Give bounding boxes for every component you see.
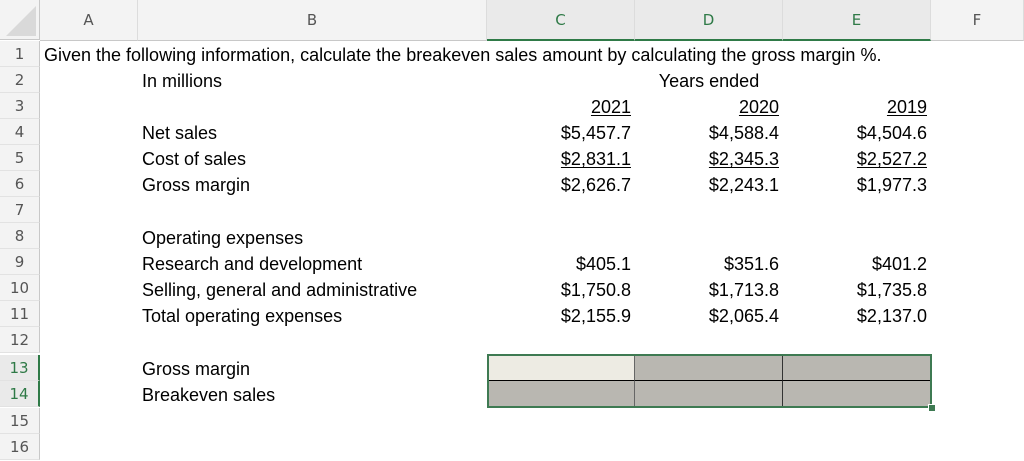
input-cell-c14[interactable] — [489, 381, 635, 406]
row-header-8[interactable]: 8 — [0, 223, 40, 249]
row-header-1[interactable]: 1 — [0, 41, 40, 67]
row-header-6[interactable]: 6 — [0, 171, 40, 197]
cell-c11[interactable]: $2,155.9 — [560, 306, 631, 326]
select-all-triangle-icon — [6, 6, 36, 36]
cell-e11[interactable]: $2,137.0 — [856, 306, 927, 326]
cell-b6-label[interactable]: Gross margin — [142, 175, 251, 195]
input-cell-d13[interactable] — [635, 356, 783, 381]
input-cell-e14[interactable] — [783, 381, 930, 406]
cell-a1-title[interactable]: Given the following information, calcula… — [44, 45, 882, 65]
row-header-7[interactable]: 7 — [0, 197, 40, 223]
cell-b9-label[interactable]: Research and development — [142, 254, 363, 274]
row-header-15[interactable]: 15 — [0, 408, 40, 434]
cell-c6[interactable]: $2,626.7 — [560, 175, 631, 195]
cell-e10[interactable]: $1,735.8 — [856, 280, 927, 300]
row-header-2[interactable]: 2 — [0, 67, 40, 93]
select-all-button[interactable] — [0, 0, 40, 40]
input-cell-d14[interactable] — [635, 381, 783, 406]
cell-c9[interactable]: $405.1 — [575, 254, 631, 274]
cell-b2-units[interactable]: In millions — [142, 71, 223, 91]
row-header-3[interactable]: 3 — [0, 93, 40, 119]
cell-d6[interactable]: $2,243.1 — [708, 175, 779, 195]
cell-d5[interactable]: $2,345.3 — [708, 149, 779, 169]
row-header-11[interactable]: 11 — [0, 301, 40, 327]
cell-c3-year[interactable]: 2021 — [590, 97, 631, 117]
row-header-16[interactable]: 16 — [0, 434, 40, 460]
input-cell-e13[interactable] — [783, 356, 930, 381]
selection-range-border — [487, 354, 932, 408]
row-header-5[interactable]: 5 — [0, 145, 40, 171]
cell-e5[interactable]: $2,527.2 — [856, 149, 927, 169]
cell-d4[interactable]: $4,588.4 — [708, 123, 779, 143]
cell-d10[interactable]: $1,713.8 — [708, 280, 779, 300]
cell-e6[interactable]: $1,977.3 — [856, 175, 927, 195]
cell-d11[interactable]: $2,065.4 — [708, 306, 779, 326]
cell-b10-label[interactable]: Selling, general and administrative — [142, 280, 418, 300]
row-header-10[interactable]: 10 — [0, 275, 40, 301]
input-cell-c13-active[interactable] — [489, 356, 635, 381]
cell-b5-label[interactable]: Cost of sales — [142, 149, 247, 169]
cell-b14-label[interactable]: Breakeven sales — [142, 385, 276, 405]
cell-c5[interactable]: $2,831.1 — [560, 149, 631, 169]
cell-d2-years-ended[interactable]: Years ended — [658, 71, 760, 91]
cell-c10[interactable]: $1,750.8 — [560, 280, 631, 300]
cell-d3-year[interactable]: 2020 — [738, 97, 779, 117]
fill-handle[interactable] — [928, 404, 936, 412]
column-header-d[interactable]: D — [635, 0, 783, 41]
column-header-c[interactable]: C — [487, 0, 635, 41]
cell-d9[interactable]: $351.6 — [723, 254, 779, 274]
row-header-4[interactable]: 4 — [0, 119, 40, 145]
cell-b8-label[interactable]: Operating expenses — [142, 228, 304, 248]
column-header-e[interactable]: E — [783, 0, 931, 41]
row-header-13[interactable]: 13 — [0, 355, 40, 381]
cell-b13-label[interactable]: Gross margin — [142, 359, 251, 379]
cell-e4[interactable]: $4,504.6 — [856, 123, 927, 143]
row-header-14[interactable]: 14 — [0, 381, 40, 407]
cell-b11-label[interactable]: Total operating expenses — [142, 306, 343, 326]
cell-b4-label[interactable]: Net sales — [142, 123, 218, 143]
row-header-9[interactable]: 9 — [0, 249, 40, 275]
cell-e3-year[interactable]: 2019 — [886, 97, 927, 117]
column-header-b[interactable]: B — [138, 0, 487, 41]
cell-c4[interactable]: $5,457.7 — [560, 123, 631, 143]
column-header-f[interactable]: F — [931, 0, 1024, 41]
cell-e9[interactable]: $401.2 — [871, 254, 927, 274]
column-header-a[interactable]: A — [40, 0, 138, 41]
row-header-12[interactable]: 12 — [0, 327, 40, 353]
